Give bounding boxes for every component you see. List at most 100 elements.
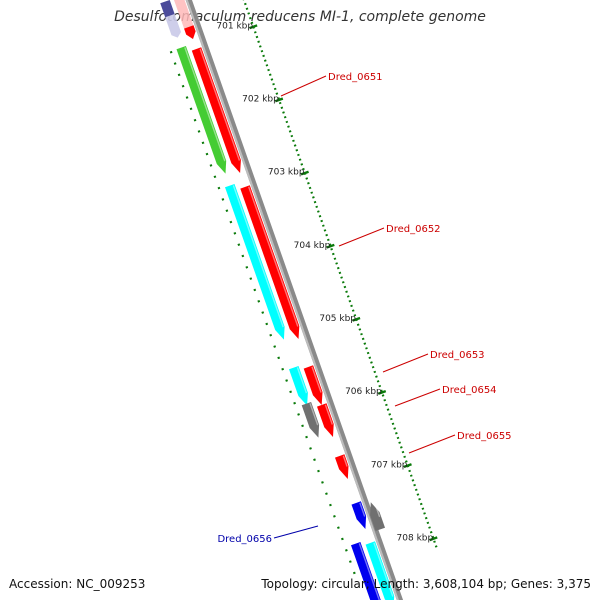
- guide-dot: [313, 458, 316, 462]
- guide-dot: [213, 175, 217, 179]
- scale-tick-label: 705 kbp: [319, 314, 356, 324]
- guide-dot: [265, 322, 269, 326]
- scale-dot: [368, 356, 372, 359]
- scale-dot: [282, 111, 285, 114]
- scale-dot: [305, 177, 309, 180]
- gene-label: Dred_0653: [430, 350, 485, 361]
- scale-dot: [257, 40, 260, 43]
- scale-dot: [336, 266, 340, 270]
- gene-blue-bottom-shine: [358, 543, 380, 600]
- scale-dot: [419, 502, 423, 506]
- backbone-highlight: [185, 0, 399, 600]
- gene-label-leader: [408, 434, 456, 454]
- scale-major-tick: [300, 170, 309, 176]
- scale-dot: [398, 441, 401, 444]
- guide-dot: [285, 379, 288, 382]
- scale-dot: [330, 248, 333, 251]
- gene-red-3: [303, 365, 323, 405]
- scale-dot: [388, 413, 392, 416]
- scale-dot: [247, 12, 251, 15]
- guide-dot: [205, 152, 209, 156]
- gene-grey-dred-0656-shine: [373, 501, 381, 518]
- scale-dot: [317, 210, 320, 213]
- scale-major-tick: [274, 97, 284, 103]
- scale-dot: [343, 285, 347, 289]
- guide-dot: [348, 560, 352, 563]
- scale-dot: [335, 262, 338, 265]
- scale-dot: [308, 186, 312, 190]
- scale-dot: [411, 479, 415, 482]
- guide-dot: [193, 118, 197, 122]
- scale-dot: [307, 182, 310, 185]
- scale-dot: [310, 191, 314, 194]
- gene-label: Dred_0656: [217, 534, 272, 545]
- scale-dot: [262, 54, 265, 58]
- gene-label: Dred_0655: [457, 431, 512, 442]
- scale-dot: [414, 488, 418, 492]
- backbone-line: [185, 0, 404, 600]
- scale-dot: [253, 31, 257, 34]
- scale-dot: [401, 450, 405, 454]
- gene-green-dred-0651-shine: [184, 47, 226, 162]
- guide-dot: [269, 333, 273, 337]
- scale-dot: [358, 328, 362, 331]
- scale-dot: [376, 380, 380, 383]
- scale-dot: [348, 299, 352, 303]
- backbone: [185, 0, 404, 600]
- scale-dot: [351, 309, 355, 312]
- scale-dot: [404, 460, 408, 463]
- gene-cyan-dred-0653: [289, 366, 308, 406]
- gene-label-leader: [273, 525, 319, 539]
- scale-dot: [283, 115, 287, 119]
- scale-dot: [315, 205, 319, 209]
- scale-dot: [248, 16, 252, 20]
- scale-dot: [346, 295, 350, 298]
- scale-dot: [366, 351, 370, 355]
- gene-label: Dred_0654: [442, 385, 497, 396]
- scale-dot: [320, 219, 324, 223]
- gene-red-2-shine: [248, 186, 299, 327]
- guide-dot: [317, 469, 320, 473]
- guide-dot: [289, 390, 292, 394]
- scale-tick-label: 701 kbp: [216, 21, 253, 31]
- scale-dot: [321, 224, 325, 227]
- gene-grey-dred-0654: [301, 402, 320, 438]
- scale-dot: [340, 276, 343, 279]
- scale-dot: [393, 427, 397, 430]
- accession-text: Accession: NC_009253: [9, 577, 146, 591]
- scale-dot: [391, 422, 395, 426]
- scale-dot: [280, 106, 284, 109]
- scale-dot: [265, 64, 269, 67]
- gene-red-4-shine: [324, 404, 333, 425]
- guide-dot: [305, 435, 308, 439]
- gene-label-leader: [394, 388, 441, 407]
- features: [160, 0, 395, 600]
- scale-dot: [350, 304, 353, 308]
- gene-red-dred-0655-shine: [342, 455, 348, 467]
- scale-dot: [244, 2, 247, 6]
- gene-red-3-shine: [311, 366, 322, 393]
- gene-top-navy: [160, 0, 175, 18]
- guide-dot: [297, 413, 300, 416]
- scale-tick-label: 706 kbp: [345, 387, 382, 397]
- scale-dot: [272, 82, 275, 86]
- guide-dot: [325, 492, 328, 496]
- guide-dot: [337, 526, 340, 529]
- guide-dot: [221, 198, 225, 201]
- guide-dot: [233, 232, 237, 235]
- scale-major-tick: [326, 243, 335, 249]
- scale-dot: [363, 342, 367, 345]
- guide-dot: [281, 367, 285, 371]
- guide-dot: [229, 220, 233, 224]
- scale-dot: [270, 78, 274, 81]
- guide-dot: [293, 401, 296, 405]
- scale-dot: [255, 35, 259, 39]
- gene-blue-bottom: [351, 542, 381, 600]
- scale-dot: [360, 332, 363, 336]
- scale-dot: [356, 323, 360, 326]
- scale-major-tick: [249, 24, 258, 30]
- scale-dot: [418, 498, 421, 501]
- gene-red-4: [317, 403, 334, 437]
- gene-grey-dred-0656: [370, 502, 385, 531]
